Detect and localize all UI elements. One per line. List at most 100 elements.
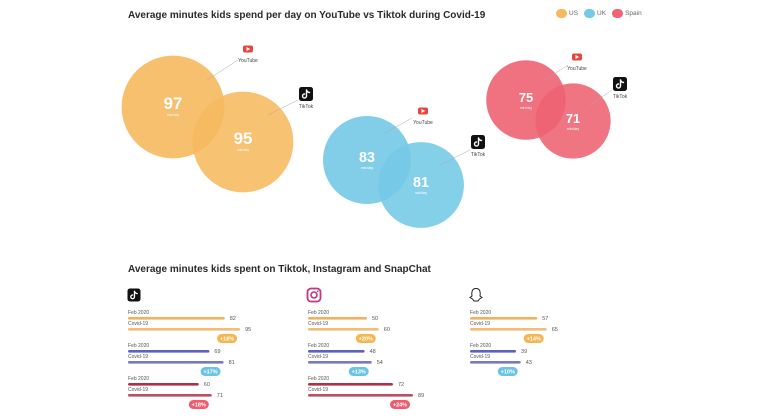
bar-covid-us [470,328,547,331]
leader-youtube-uk [384,117,413,134]
bar-label-covid-uk: Covid-19 [470,354,490,360]
change-badge-us [217,334,238,343]
change-badge-text-us: +20% [359,337,373,343]
bar-value-covid-us: 60 [384,327,390,333]
bar-value-feb-uk: 48 [370,349,376,355]
bubble-unit-youtube-us: min/day [167,113,180,117]
tiktok-label-us: TikTok [299,104,314,110]
bar-feb-us [128,317,225,320]
youtube-label-us: YouTube [238,58,258,64]
leader-youtube-spain [544,64,569,81]
bar-feb-us [308,317,367,320]
bar-label-covid-spain: Covid-19 [308,387,328,393]
bar-covid-us [128,328,241,331]
legend-swatch-spain [612,9,624,18]
leader-youtube-us [206,59,239,81]
youtube-label-spain: YouTube [567,66,587,72]
tiktok-icon [471,135,485,149]
tiktok-label-spain: TikTok [613,94,628,100]
bubble-tiktok-us [192,91,294,193]
bar-value-covid-spain: 71 [217,393,223,399]
bar-label-covid-uk: Covid-19 [308,354,328,360]
change-badge-us [523,334,544,343]
bar-feb-spain [128,383,199,386]
legend-swatch-us [556,9,567,18]
tiktok-icon-glyph [615,79,625,89]
bubble-value-tiktok-spain: 71 [566,111,580,126]
tiktok-icon-glyph [130,290,138,300]
bar-value-feb-spain: 60 [204,382,210,388]
bar-label-covid-us: Covid-19 [470,321,490,327]
legend-swatch-uk [584,9,596,18]
bar-value-covid-spain: 89 [418,393,424,399]
change-badge-spain [188,400,209,409]
bar-covid-uk [128,361,224,364]
change-badge-uk [348,367,369,376]
bar-covid-spain [308,394,414,397]
legend-label-us: US [569,10,579,17]
change-badge-text-spain: +24% [393,403,407,409]
bar-label-feb-uk: Feb 2020 [128,343,149,349]
bar-feb-us [470,317,538,320]
instagram-icon-lens [310,291,318,299]
bar-label-feb-us: Feb 2020 [470,310,491,316]
bar-covid-spain [128,394,212,397]
change-badge-text-uk: +17% [203,370,217,376]
bar-label-covid-uk: Covid-19 [128,354,148,360]
bar-feb-uk [128,350,210,353]
bar-covid-uk [470,361,521,364]
snapchat-icon [469,287,483,302]
bar-label-feb-spain: Feb 2020 [308,376,329,382]
bar-value-covid-us: 65 [552,327,558,333]
change-badge-uk [200,367,221,376]
tiktok-icon [613,77,627,91]
youtube-icon [243,45,253,53]
tiktok-label-uk: TikTok [471,152,486,158]
bar-value-covid-us: 95 [245,327,251,333]
youtube-icon [418,107,428,115]
legend-item-spain: Spain [612,9,642,18]
bubble-value-youtube-us: 97 [164,94,183,113]
bubble-unit-tiktok-spain: min/day [567,127,580,131]
bubble-tiktok-spain [535,83,611,159]
youtube-icon-play [246,47,251,51]
legend-item-us: US [556,9,578,18]
tiktok-icon [127,288,141,302]
bar-feb-uk [470,350,517,353]
tiktok-icon-glyph [473,137,483,147]
bar-label-feb-uk: Feb 2020 [308,343,329,349]
legend-label-spain: Spain [625,10,642,17]
bubble-value-youtube-uk: 83 [359,150,375,166]
change-badge-text-uk: +13% [352,370,366,376]
bar-label-covid-us: Covid-19 [308,321,328,327]
bar-label-feb-spain: Feb 2020 [128,376,149,382]
leader-tiktok-uk [439,149,471,166]
change-badge-spain [390,400,411,409]
bubble-value-youtube-spain: 75 [519,90,533,105]
bar-label-feb-uk: Feb 2020 [470,343,491,349]
bar-label-covid-us: Covid-19 [128,321,148,327]
bar-value-feb-uk: 39 [521,349,527,355]
tiktok-icon [299,87,313,101]
chart-title-bottom: Average minutes kids spent on Tiktok, In… [128,264,431,275]
bubble-unit-youtube-uk: min/day [361,166,374,170]
bar-value-feb-us: 57 [542,316,548,322]
bubble-unit-youtube-spain: min/day [520,106,533,110]
instagram-icon-dot [316,290,319,293]
bar-value-covid-uk: 81 [229,360,235,366]
tiktok-icon-glyph [301,89,311,99]
legend-label-uk: UK [597,10,607,17]
bar-label-feb-us: Feb 2020 [128,310,149,316]
bar-value-feb-spain: 72 [398,382,404,388]
bar-value-covid-uk: 43 [526,360,532,366]
leader-tiktok-spain [589,89,613,106]
bar-feb-uk [308,350,365,353]
change-badge-text-us: +14% [527,337,541,343]
bar-feb-spain [308,383,393,386]
change-badge-us [355,334,376,343]
change-badge-text-spain: +18% [192,403,206,409]
snapchat-icon-ghost [469,287,483,302]
chart-title-top: Average minutes kids spend per day on Yo… [128,10,486,21]
bubble-value-tiktok-uk: 81 [413,175,429,191]
